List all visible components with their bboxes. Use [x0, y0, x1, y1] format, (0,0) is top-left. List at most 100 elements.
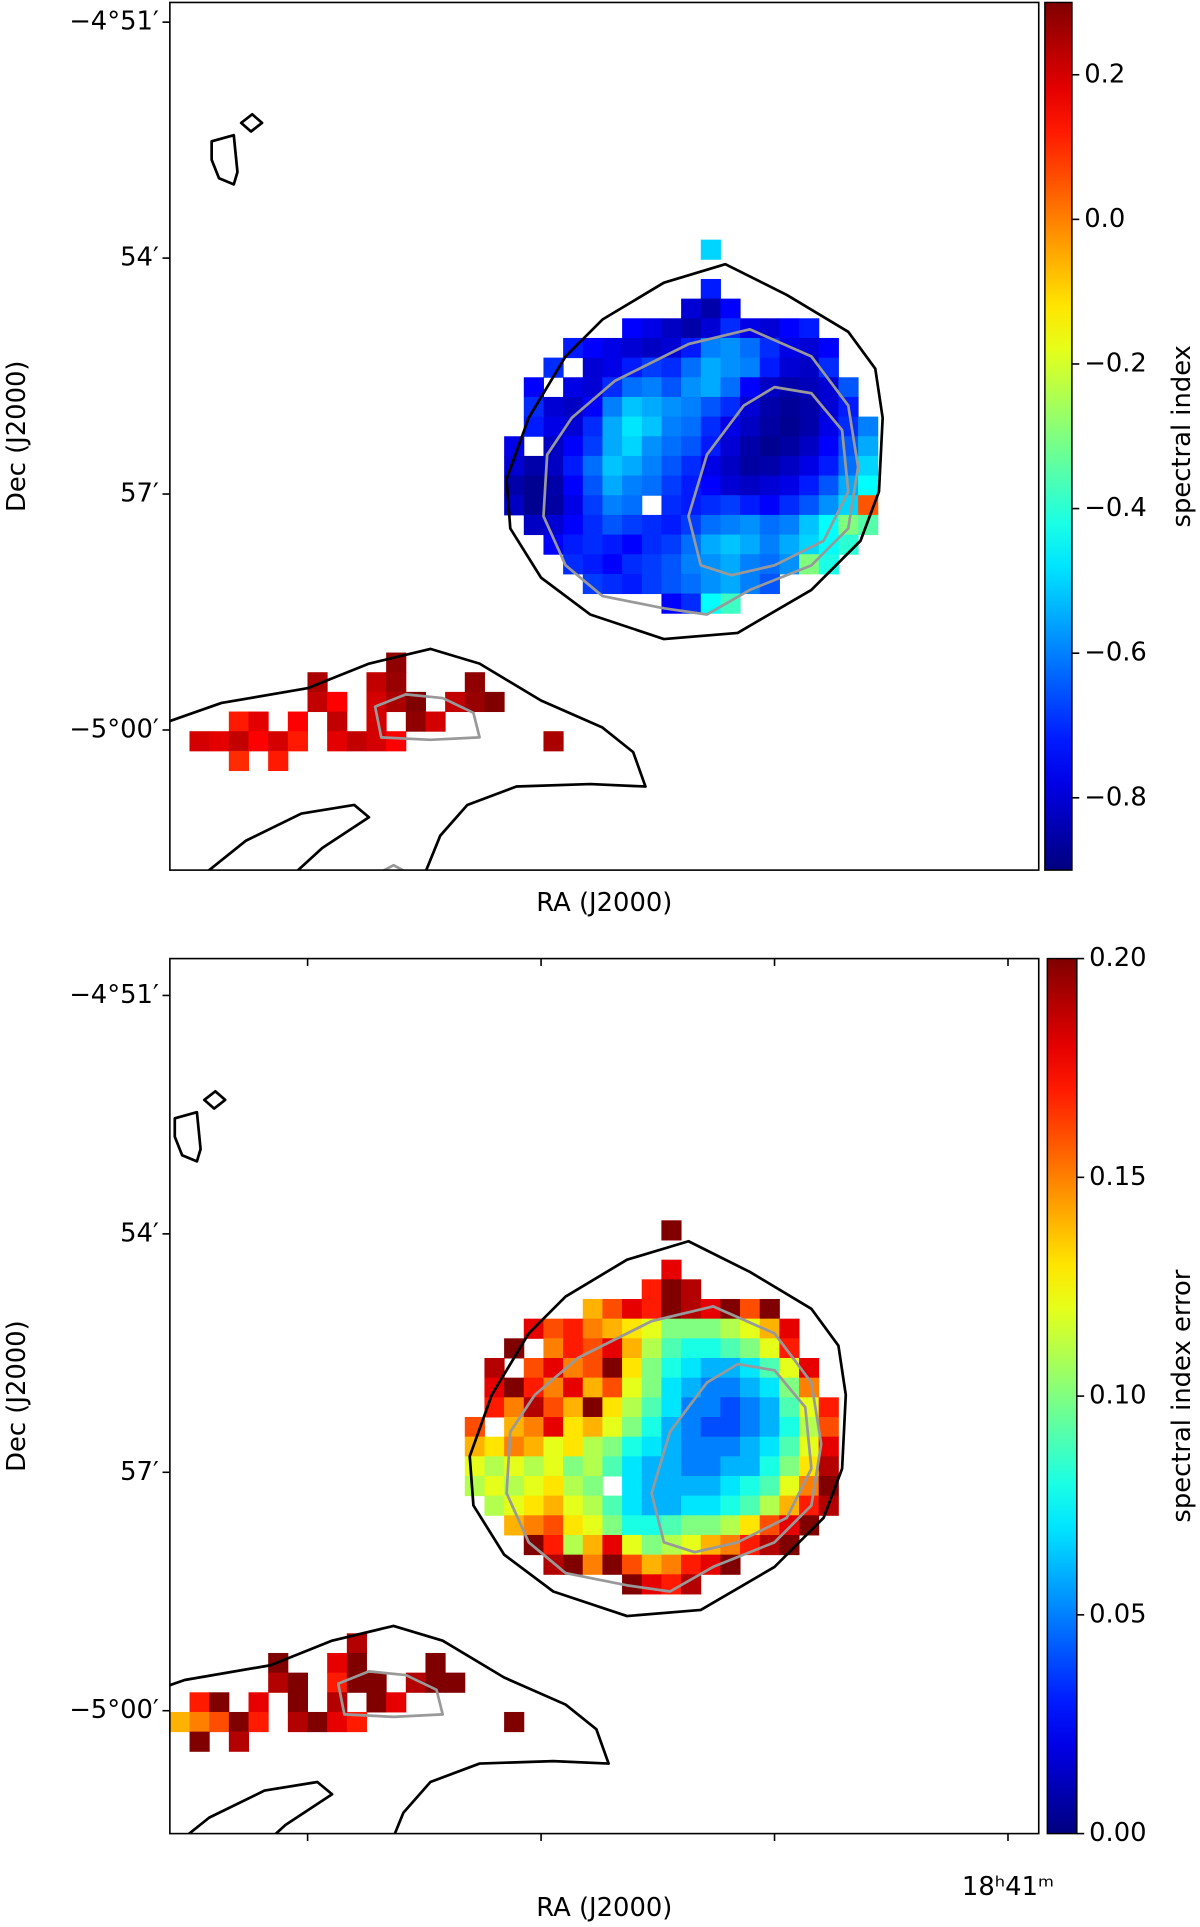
pixel — [661, 475, 682, 496]
pixel — [582, 1534, 603, 1556]
pixel — [641, 475, 662, 496]
pixel — [563, 1475, 584, 1497]
pixel — [700, 1357, 721, 1379]
pixel — [602, 377, 623, 398]
pixel — [622, 416, 643, 437]
pixel — [779, 495, 800, 516]
pixel — [740, 1397, 761, 1418]
pixel — [681, 1377, 702, 1398]
pixel — [759, 475, 780, 496]
pixel — [818, 475, 839, 496]
pixel — [641, 1397, 662, 1418]
pixel — [720, 337, 741, 359]
pixel — [464, 1416, 485, 1438]
pixel — [523, 1357, 544, 1379]
pixel — [661, 1475, 682, 1497]
pixel — [661, 1318, 682, 1339]
pixel — [779, 1475, 800, 1497]
pixel — [622, 436, 643, 457]
pixel — [759, 495, 780, 516]
pixel — [681, 298, 702, 319]
pixel — [661, 1338, 682, 1359]
pixel — [720, 573, 741, 595]
pixel — [759, 1298, 780, 1320]
y-tick-label: 54′ — [120, 243, 159, 273]
pixel — [818, 416, 839, 437]
pixel — [169, 1711, 191, 1733]
pixel — [484, 1495, 505, 1516]
pixel — [366, 1692, 387, 1713]
pixel — [700, 534, 721, 555]
pixel — [622, 1456, 643, 1477]
pixel — [582, 1475, 603, 1497]
pixel — [641, 514, 662, 536]
pixel — [661, 1357, 682, 1379]
pixel — [582, 396, 603, 418]
pixel — [602, 357, 623, 378]
pixel — [858, 416, 879, 437]
pixel — [661, 1377, 682, 1398]
pixel — [700, 495, 721, 516]
y-tick-label: −4°51′ — [69, 980, 159, 1010]
pixel — [681, 1436, 702, 1457]
pixel — [622, 337, 643, 359]
pixel — [582, 357, 603, 378]
pixel — [779, 1436, 800, 1457]
pixel — [622, 1397, 643, 1418]
pixel — [563, 1397, 584, 1418]
pixel — [543, 1397, 564, 1418]
pixel — [661, 318, 682, 339]
pixel — [700, 278, 721, 300]
pixel — [504, 1475, 525, 1497]
pixel — [582, 1377, 603, 1398]
pixel — [740, 1436, 761, 1457]
pixel — [622, 554, 643, 575]
pixel — [327, 1711, 348, 1733]
pixel — [818, 455, 839, 477]
pixel — [248, 1692, 269, 1713]
pixel — [661, 377, 682, 398]
pixel — [543, 1475, 564, 1497]
pixel — [838, 377, 859, 398]
colorbar — [1046, 957, 1078, 1835]
pixel — [661, 514, 682, 536]
pixel — [563, 514, 584, 536]
pixel — [681, 318, 702, 339]
pixel — [641, 1475, 662, 1497]
pixel — [228, 731, 249, 752]
pixel — [543, 455, 564, 477]
colorbar-label: spectral index — [1167, 345, 1197, 527]
pixel — [759, 514, 780, 536]
pixel — [582, 377, 603, 398]
pixel — [700, 1318, 721, 1339]
pixel — [523, 416, 544, 437]
pixel — [681, 554, 702, 575]
x-axis-label: RA (J2000) — [536, 1893, 672, 1923]
pixel — [622, 1574, 643, 1595]
pixel — [759, 1495, 780, 1516]
pixel — [759, 337, 780, 359]
pixel — [681, 1357, 702, 1379]
pixel — [582, 1495, 603, 1516]
pixel — [818, 357, 839, 378]
pixel — [543, 1495, 564, 1516]
pixel — [779, 357, 800, 378]
y-tick-label: 57′ — [120, 479, 159, 509]
pixel — [602, 416, 623, 437]
pixel — [582, 554, 603, 575]
pixel — [563, 1416, 584, 1438]
pixel — [740, 1515, 761, 1536]
pixel — [602, 514, 623, 536]
pixel — [779, 1515, 800, 1536]
pixel — [582, 1416, 603, 1438]
pixel — [858, 455, 879, 477]
pixel — [681, 1574, 702, 1595]
pixel — [543, 1515, 564, 1536]
pixel — [582, 1357, 603, 1379]
pixel — [228, 1731, 250, 1752]
pixel — [602, 573, 623, 595]
pixel — [799, 436, 820, 457]
pixel — [346, 731, 367, 752]
pixel — [622, 1534, 643, 1556]
